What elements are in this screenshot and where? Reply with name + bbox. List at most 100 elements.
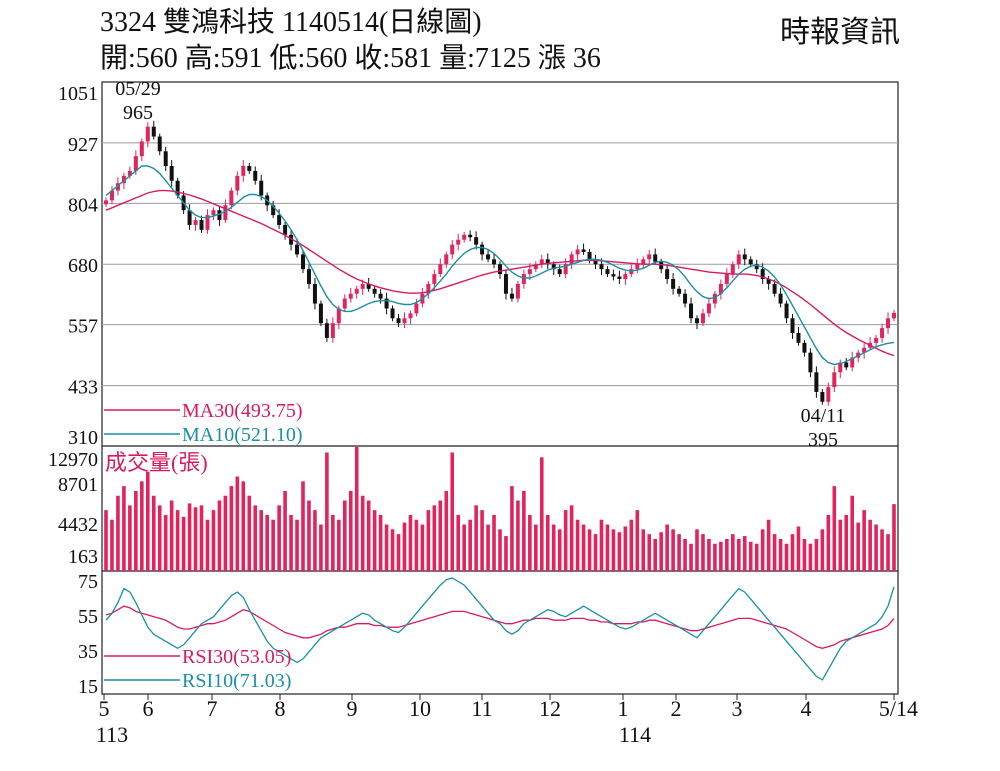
volume-bar	[522, 490, 526, 571]
candle-body	[283, 224, 288, 235]
candle-body	[438, 264, 443, 275]
x-tick-label: 6	[143, 696, 154, 721]
volume-bar	[140, 481, 144, 571]
volume-bar	[874, 524, 878, 571]
candle-body	[712, 293, 717, 304]
candle-body	[665, 269, 670, 279]
volume-bar	[623, 526, 628, 571]
volume-bar	[241, 481, 246, 571]
candle-body	[611, 274, 616, 277]
volume-bar	[110, 519, 114, 571]
candle-body	[844, 362, 849, 368]
volume-bar	[283, 490, 287, 571]
volume-bar	[611, 529, 616, 571]
volume-bar	[581, 524, 586, 571]
candle-body	[211, 210, 216, 216]
volume-bar	[862, 510, 866, 571]
candle-body	[486, 254, 491, 260]
volume-bar	[307, 500, 311, 571]
x-tick-label: 3	[732, 696, 743, 721]
candle-body	[802, 342, 807, 353]
candle-body	[659, 261, 664, 270]
volume-bar	[892, 504, 896, 571]
candle-body	[127, 170, 132, 176]
candle-body	[121, 175, 126, 184]
candle-body	[408, 313, 413, 319]
volume-tick-label: 12970	[48, 449, 98, 471]
candle-body	[772, 283, 777, 294]
volume-bar	[796, 526, 801, 571]
volume-bar	[575, 519, 580, 571]
volume-bar	[426, 510, 431, 571]
volume-bar	[366, 500, 371, 571]
volume-bar	[569, 505, 574, 571]
price-tick-label: 804	[68, 194, 98, 216]
candle-body	[366, 283, 371, 289]
candle-body	[581, 249, 586, 252]
chart-title: 3324 雙鴻科技 1140514(日線圖)	[100, 7, 482, 38]
candle-body	[157, 136, 162, 152]
volume-bar	[277, 505, 281, 571]
volume-tick-label: 8701	[58, 474, 98, 496]
volume-bar	[677, 534, 681, 571]
candle-body	[396, 318, 401, 324]
candle-body	[850, 357, 855, 368]
candle-body	[886, 318, 891, 329]
candle-body	[533, 264, 538, 270]
volume-bar	[259, 510, 264, 571]
year-label: 113	[96, 722, 128, 747]
volume-bar	[402, 522, 407, 571]
x-tick-label: 11	[471, 696, 492, 721]
volume-tick-label: 4432	[58, 514, 98, 536]
candle-body	[104, 200, 108, 205]
candle-body	[880, 328, 885, 338]
high-annotation-value: 965	[123, 102, 153, 124]
volume-bar	[408, 514, 413, 571]
candle-body	[605, 269, 610, 275]
volume-bar	[235, 476, 240, 571]
volume-bar	[510, 486, 514, 571]
candle-body	[462, 234, 467, 240]
candle-body	[241, 166, 246, 176]
candle-body	[199, 220, 204, 230]
volume-bar	[163, 514, 168, 571]
candle-body	[700, 313, 705, 324]
candle-body	[151, 126, 156, 137]
rsi30-legend-label: RSI30(53.05)	[182, 646, 291, 668]
low-annotation-value: 395	[808, 429, 838, 451]
volume-bar	[116, 495, 120, 571]
candle-body	[766, 278, 771, 284]
candle-body	[372, 288, 377, 294]
candle-body	[593, 259, 598, 265]
candle-body	[414, 303, 419, 314]
plot-frame	[101, 81, 899, 695]
candle-body	[635, 264, 640, 270]
volume-bar	[778, 538, 783, 571]
candle-body	[175, 180, 180, 196]
volume-bar	[134, 490, 138, 571]
volume-bar	[169, 500, 174, 571]
candle-body	[617, 276, 622, 279]
candle-body	[874, 337, 879, 343]
rsi10-legend-label: RSI10(71.03)	[182, 670, 291, 692]
candle-body	[790, 318, 795, 334]
candle-body	[426, 283, 431, 294]
x-tick-label: 5/14	[879, 696, 918, 721]
candle-body	[193, 220, 198, 225]
volume-bar	[707, 538, 711, 571]
volume-bar	[372, 510, 377, 571]
volume-bar	[557, 529, 562, 571]
candle-body	[826, 387, 831, 402]
candle-body	[784, 303, 789, 319]
volume-bar	[528, 514, 532, 571]
candle-body	[133, 156, 138, 171]
candle-body	[820, 391, 825, 402]
x-tick-label: 9	[347, 696, 358, 721]
volume-bar	[671, 529, 675, 571]
candle-body	[253, 170, 258, 181]
volume-bar	[348, 490, 353, 571]
ma30-line	[105, 189, 895, 357]
volume-bar	[731, 534, 735, 571]
rsi-tick-label: 55	[78, 606, 98, 628]
